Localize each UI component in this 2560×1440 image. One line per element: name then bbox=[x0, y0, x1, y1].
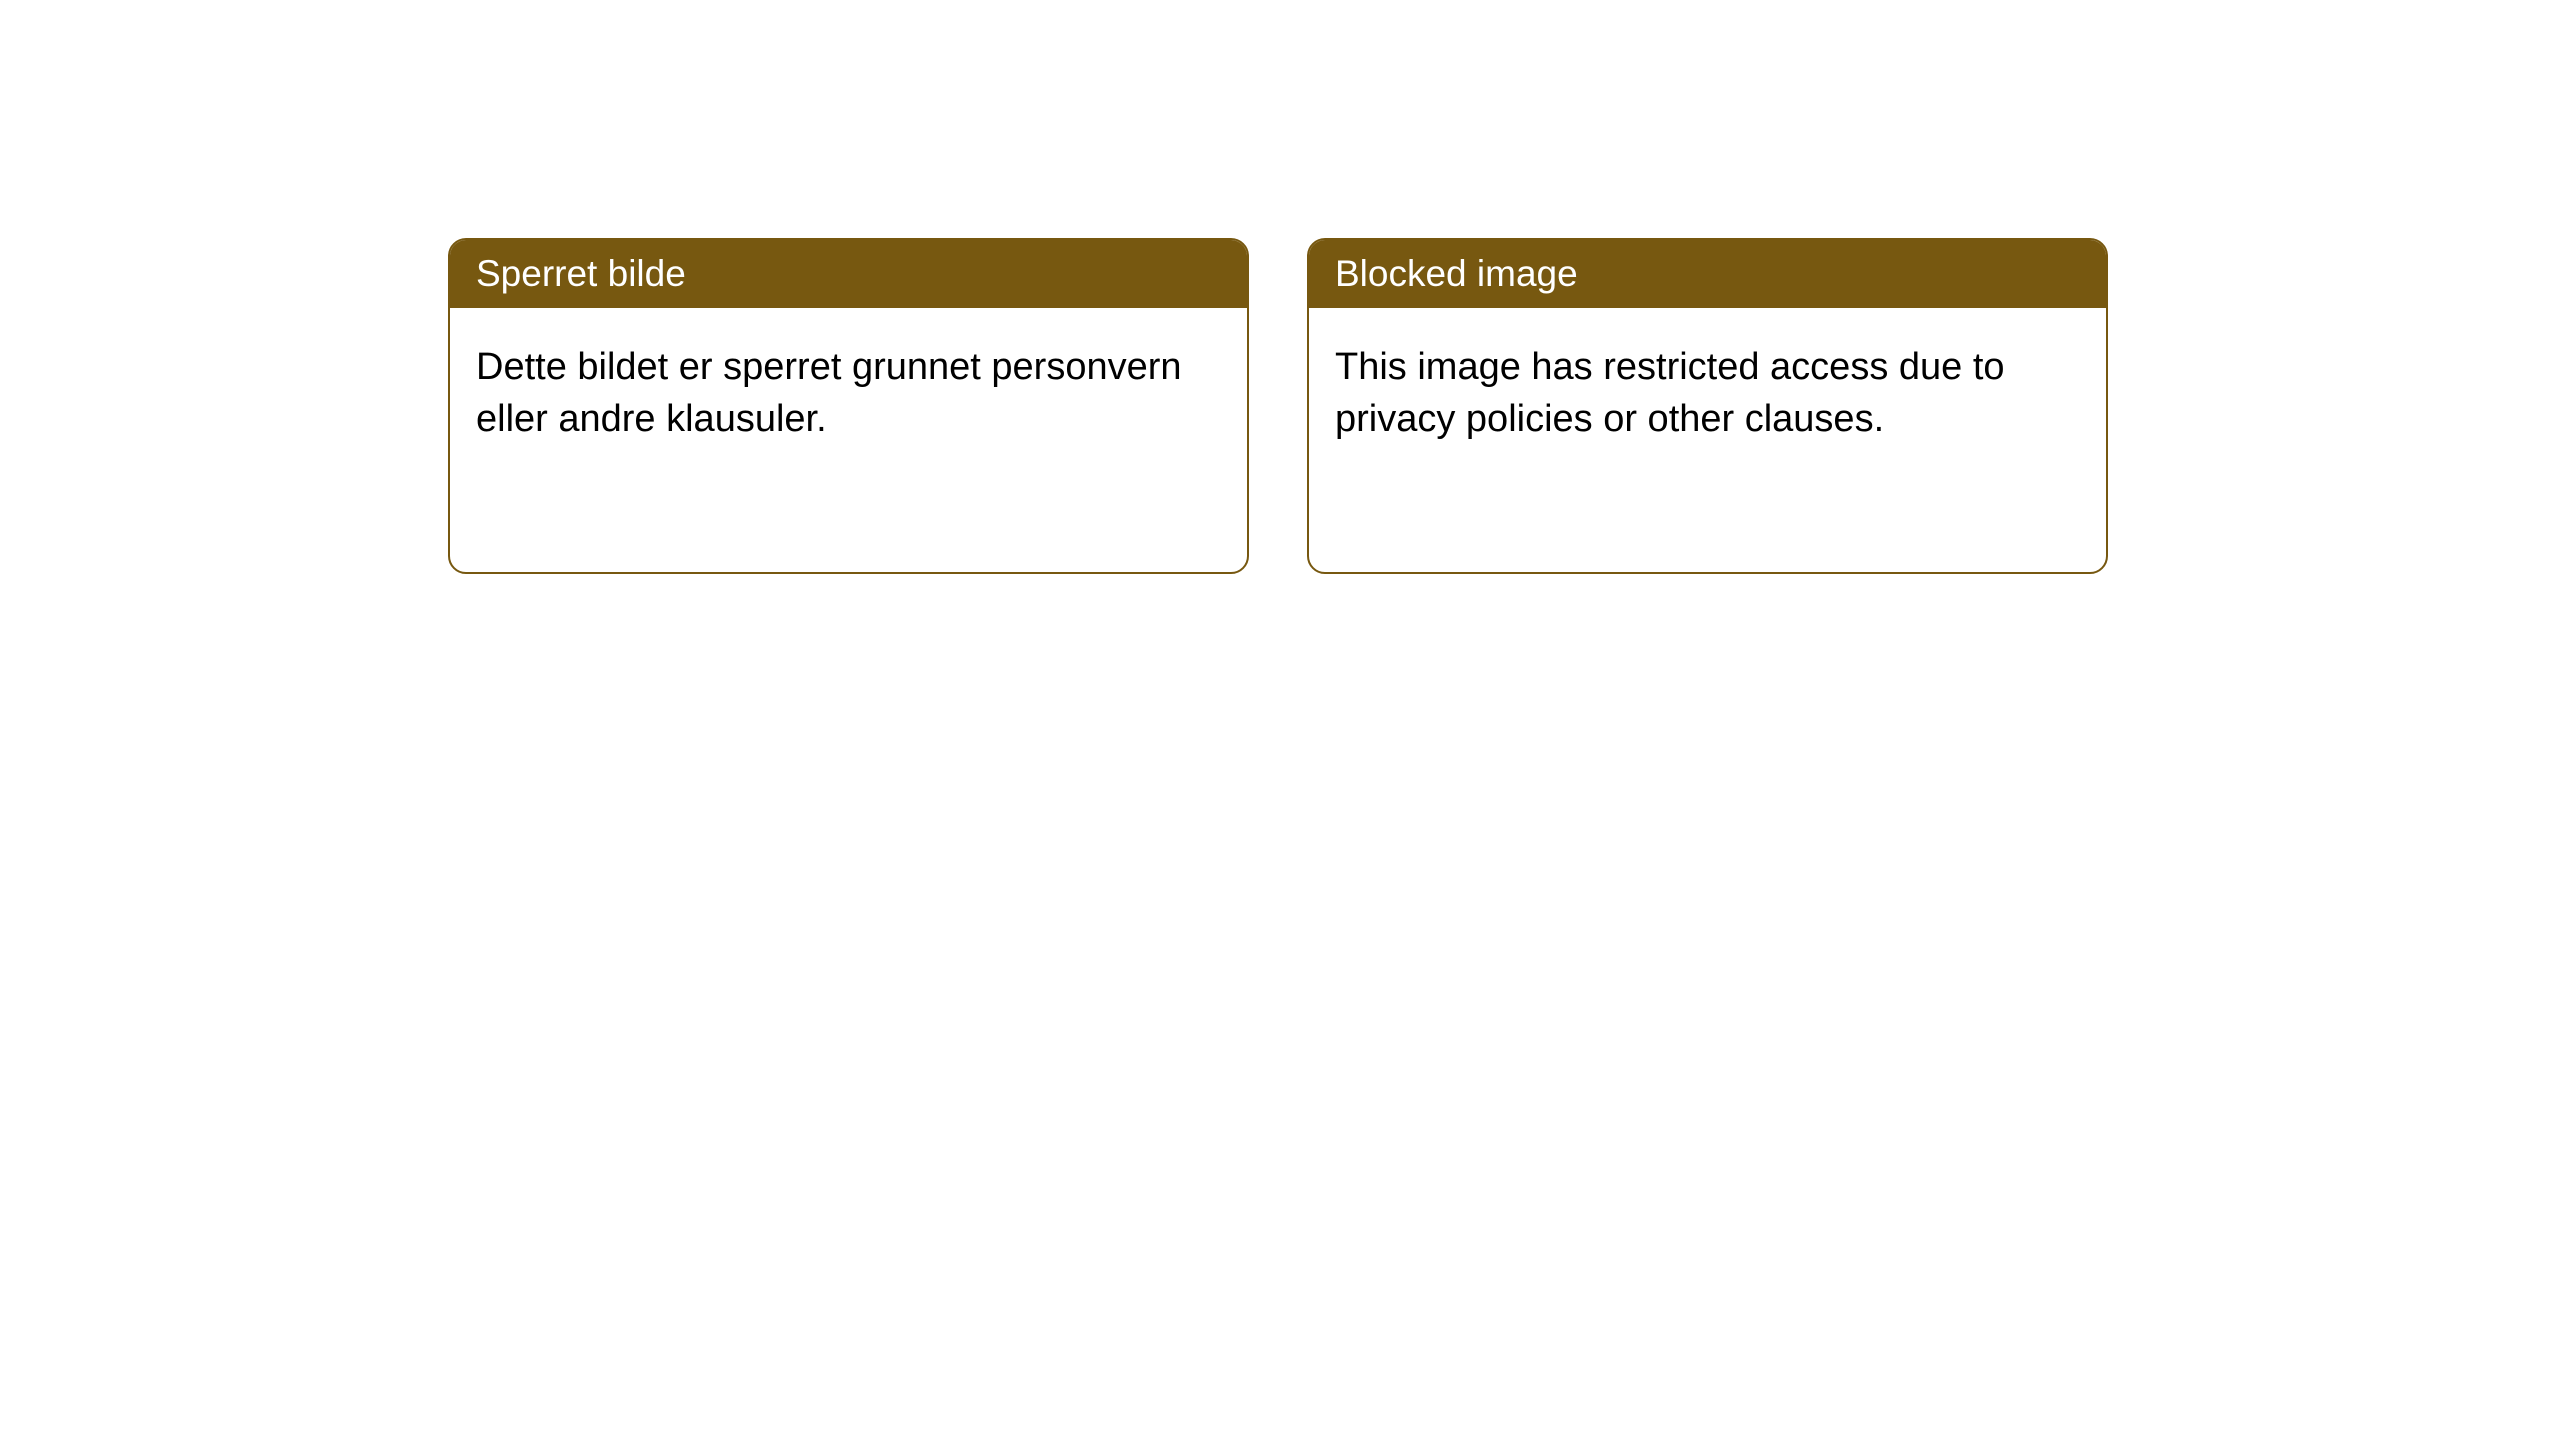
notice-card-body: Dette bildet er sperret grunnet personve… bbox=[450, 308, 1247, 479]
notice-container: Sperret bilde Dette bildet er sperret gr… bbox=[448, 238, 2108, 574]
notice-message: Dette bildet er sperret grunnet personve… bbox=[476, 346, 1182, 439]
notice-card-body: This image has restricted access due to … bbox=[1309, 308, 2106, 479]
notice-card-english: Blocked image This image has restricted … bbox=[1307, 238, 2108, 574]
notice-card-norwegian: Sperret bilde Dette bildet er sperret gr… bbox=[448, 238, 1249, 574]
notice-message: This image has restricted access due to … bbox=[1335, 346, 2005, 439]
notice-title: Sperret bilde bbox=[476, 253, 686, 294]
notice-card-header: Sperret bilde bbox=[450, 240, 1247, 308]
notice-title: Blocked image bbox=[1335, 253, 1578, 294]
notice-card-header: Blocked image bbox=[1309, 240, 2106, 308]
